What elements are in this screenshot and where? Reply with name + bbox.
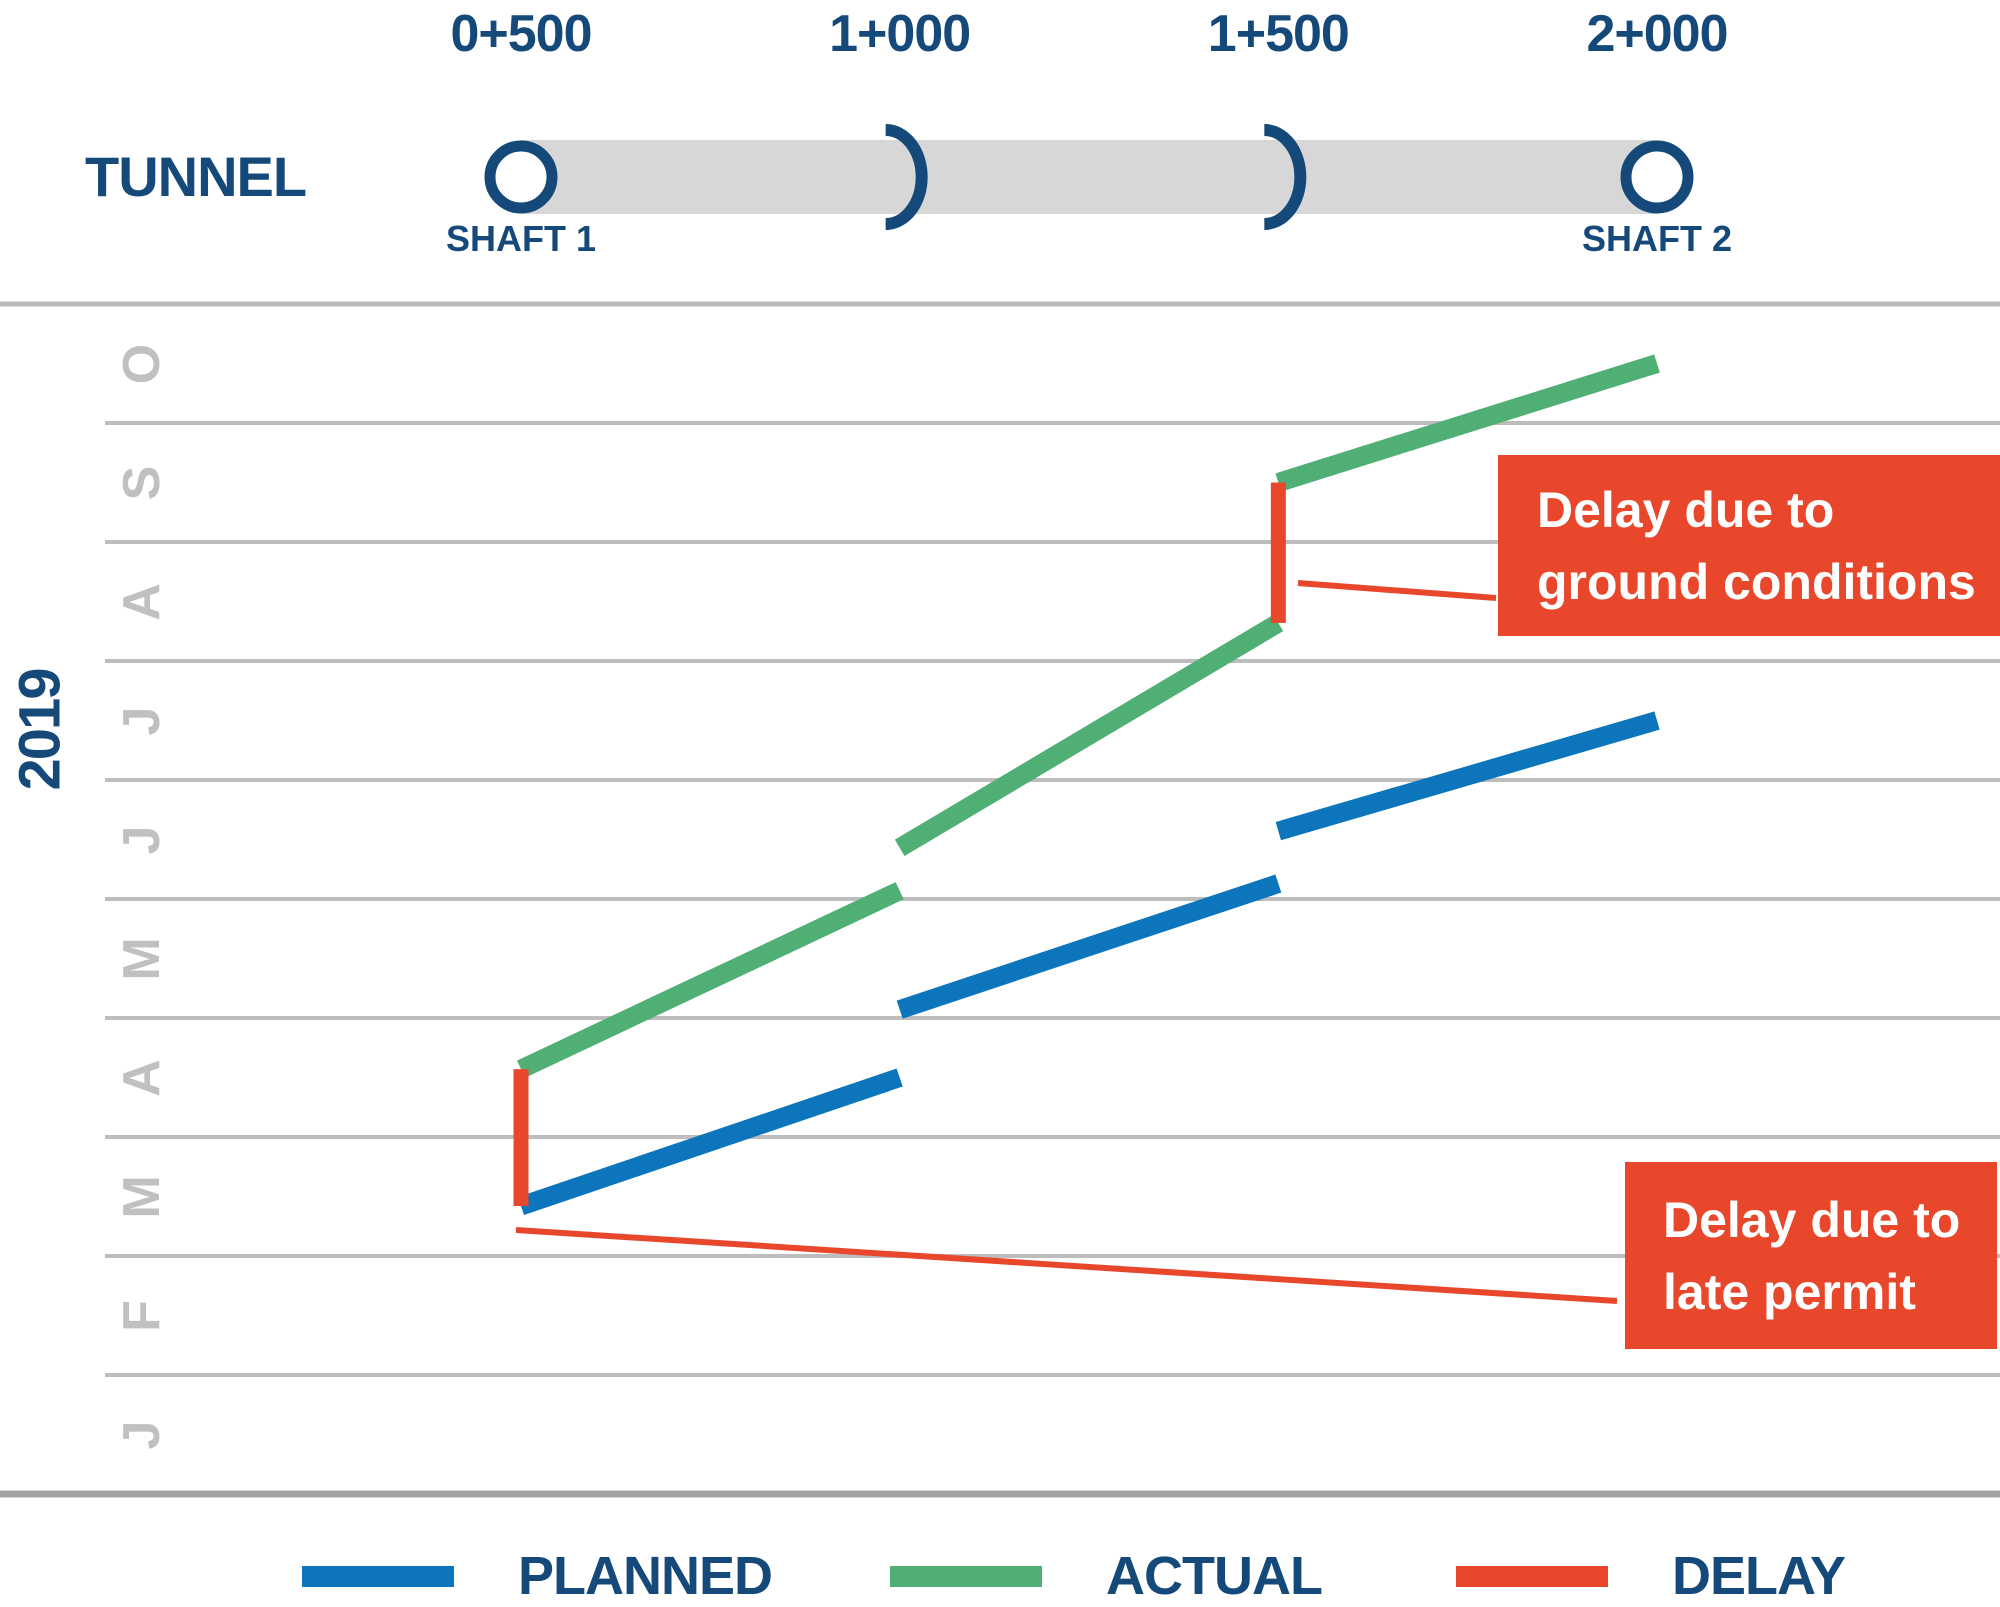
- delay-swatch-icon: [1456, 1565, 1608, 1587]
- actual-line-segment: [516, 882, 904, 1078]
- legend-item-planned: PLANNED: [302, 1541, 773, 1607]
- intermediate-point-arc-icon: [885, 124, 928, 230]
- month-label: A: [113, 582, 171, 621]
- month-label: J: [113, 825, 171, 854]
- annotation-box-late-permit: Delay due to late permit: [1625, 1162, 1997, 1349]
- tunnel-bar: [521, 140, 1657, 214]
- month-label: O: [113, 343, 171, 384]
- legend-label-actual: ACTUAL: [1106, 1546, 1323, 1606]
- annotation-leader-line-permit: [515, 1227, 1618, 1304]
- month-label: J: [113, 1420, 171, 1449]
- shaft1-circle-icon: [484, 140, 558, 214]
- planned-swatch-icon: [302, 1565, 454, 1587]
- annotation-leader-line-ground: [1297, 580, 1497, 601]
- annotation-permit-line1: Delay due to: [1663, 1192, 1961, 1248]
- chainage-tick-label: 2+000: [1586, 5, 1728, 63]
- annotation-ground-line1: Delay due to: [1537, 482, 1835, 538]
- annotation-permit-line2: late permit: [1663, 1264, 1916, 1320]
- shaft2-label: SHAFT 2: [1581, 218, 1733, 259]
- planned-line-segment: [896, 874, 1282, 1019]
- month-label: F: [113, 1299, 171, 1332]
- annotation-box-ground-conditions: Delay due to ground conditions: [1498, 455, 2000, 636]
- actual-line-segment: [1275, 354, 1660, 492]
- month-label: S: [113, 465, 171, 500]
- tunnel-label: TUNNEL: [85, 145, 307, 208]
- planned-line-segment: [1275, 711, 1660, 841]
- annotation-ground-line2: ground conditions: [1537, 554, 1976, 610]
- month-label: M: [113, 1174, 171, 1219]
- shaft1-label: SHAFT 1: [445, 218, 597, 259]
- month-label: M: [113, 936, 171, 981]
- legend-label-delay: DELAY: [1672, 1546, 1846, 1606]
- legend-item-delay: DELAY: [1456, 1541, 1846, 1607]
- chainage-tick-label: 0+500: [450, 5, 592, 63]
- shaft2-circle-icon: [1620, 140, 1694, 214]
- intermediate-point-arc-icon: [1263, 124, 1307, 230]
- actual-swatch-icon: [890, 1565, 1042, 1587]
- chainage-tick-label: 1+500: [1207, 5, 1350, 63]
- actual-line-segment: [894, 614, 1284, 856]
- delay-bar: [1270, 482, 1286, 623]
- legend-item-actual: ACTUAL: [890, 1541, 1323, 1607]
- planned-line-segment: [517, 1068, 903, 1216]
- chainage-tick-label: 1+000: [829, 5, 971, 63]
- month-label: J: [113, 706, 171, 735]
- year-label: 2019: [7, 669, 73, 791]
- month-label: A: [113, 1058, 171, 1097]
- delay-bar: [513, 1069, 529, 1207]
- legend-label-planned: PLANNED: [518, 1546, 773, 1606]
